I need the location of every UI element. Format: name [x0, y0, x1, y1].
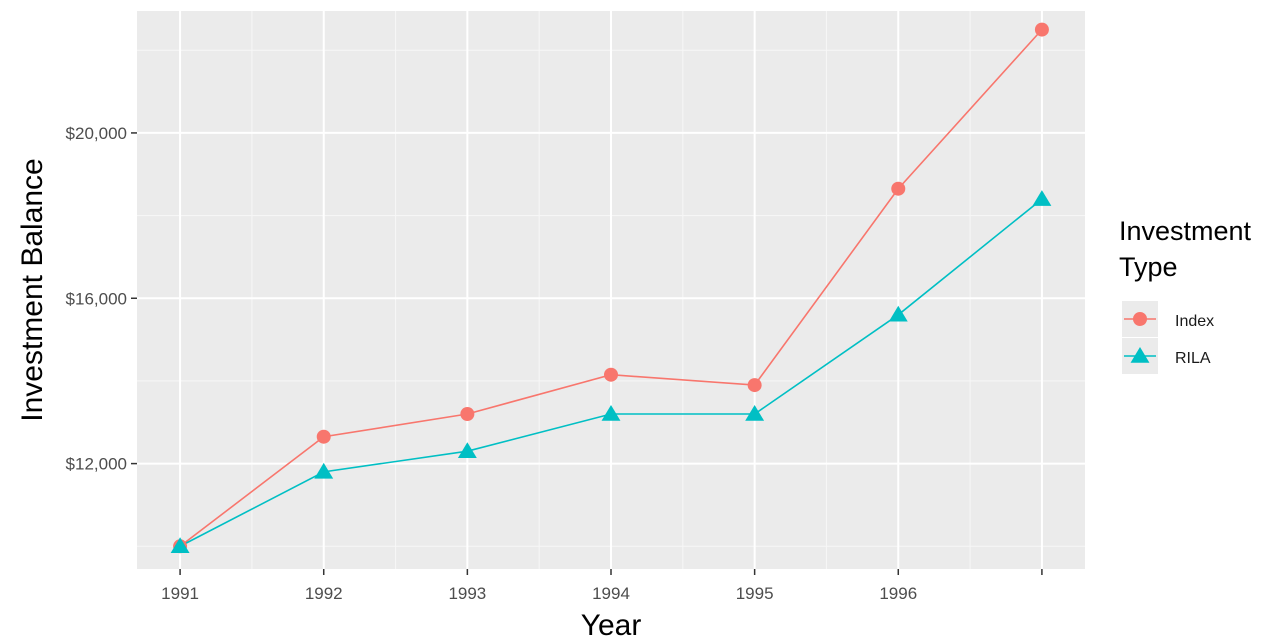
x-axis-title: Year	[581, 609, 642, 639]
data-point-index	[460, 407, 475, 421]
x-tick-label: 1995	[736, 584, 774, 603]
x-tick-label: 1994	[592, 584, 630, 603]
data-point-rila	[745, 405, 765, 421]
data-point-index	[316, 429, 331, 444]
legend-key-marker-index	[1133, 312, 1147, 326]
series-layer	[170, 22, 1052, 554]
y-tick-label: $16,000	[66, 289, 127, 308]
x-tick-label: 1993	[448, 584, 486, 603]
data-point-index	[1034, 22, 1049, 37]
data-point-rila	[170, 537, 190, 554]
y-axis-title: Investment Balance	[16, 158, 49, 421]
data-point-rila	[601, 405, 621, 421]
x-tick-label: 1992	[305, 584, 343, 603]
data-point-rila	[1032, 190, 1052, 206]
legend: Investment Type Index RILA	[1119, 216, 1252, 374]
axis-layer: 1991 1992 1993 1994 1995 1996 $12,000 $16,000 $2…	[66, 124, 1043, 603]
data-point-rila	[457, 442, 477, 458]
legend-key-marker-rila	[1130, 347, 1150, 363]
legend-title-line-1: Investment	[1119, 216, 1252, 246]
x-tick-label: 1996	[879, 584, 917, 603]
x-tick-label: 1991	[161, 584, 199, 603]
y-tick-label: $20,000	[66, 124, 127, 143]
legend-title-line-2: Type	[1119, 252, 1178, 282]
legend-label-index: Index	[1175, 313, 1214, 330]
data-point-index	[747, 378, 762, 393]
legend-label-rila: RILA	[1175, 350, 1211, 367]
data-point-rila	[888, 305, 908, 322]
data-point-index	[604, 367, 618, 382]
legend-keys	[1122, 301, 1158, 374]
data-point-index	[891, 181, 906, 196]
y-tick-label: $12,000	[66, 455, 127, 474]
major-gridlines	[137, 11, 1085, 569]
data-point-rila	[314, 462, 334, 479]
